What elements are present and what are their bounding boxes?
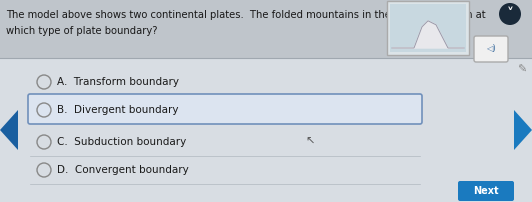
FancyBboxPatch shape xyxy=(387,1,469,55)
FancyBboxPatch shape xyxy=(390,4,466,52)
FancyBboxPatch shape xyxy=(474,36,508,62)
Text: ↖: ↖ xyxy=(305,137,315,147)
Text: ◁): ◁) xyxy=(486,44,496,54)
Text: The model above shows two continental plates.  The folded mountains in the model: The model above shows two continental pl… xyxy=(6,10,486,20)
Text: Next: Next xyxy=(473,186,499,196)
Text: ˅: ˅ xyxy=(506,7,513,21)
Text: B.  Divergent boundary: B. Divergent boundary xyxy=(57,105,179,115)
FancyBboxPatch shape xyxy=(0,0,532,58)
Text: D.  Convergent boundary: D. Convergent boundary xyxy=(57,165,189,175)
Text: which type of plate boundary?: which type of plate boundary? xyxy=(6,26,157,36)
Circle shape xyxy=(499,3,521,25)
Text: A.  Transform boundary: A. Transform boundary xyxy=(57,77,179,87)
Polygon shape xyxy=(392,21,464,48)
FancyBboxPatch shape xyxy=(28,94,422,124)
Polygon shape xyxy=(514,110,532,150)
Polygon shape xyxy=(0,110,18,150)
FancyBboxPatch shape xyxy=(458,181,514,201)
Text: C.  Subduction boundary: C. Subduction boundary xyxy=(57,137,186,147)
FancyBboxPatch shape xyxy=(0,58,532,202)
Text: ✎: ✎ xyxy=(517,65,527,75)
